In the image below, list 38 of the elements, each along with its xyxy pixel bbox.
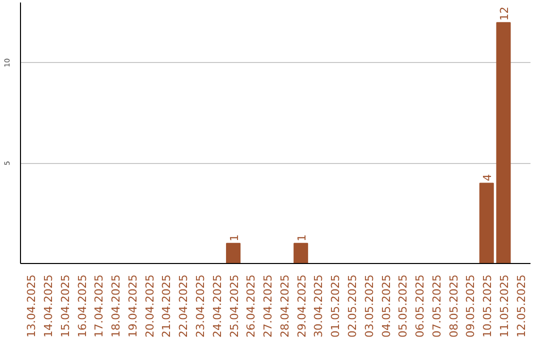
x-tick-label: 26.04.2025: [244, 274, 258, 338]
x-tick-label: 11.05.2025: [498, 274, 511, 338]
x-tick-label: 02.05.2025: [346, 274, 359, 338]
x-tick-label: 22.04.2025: [177, 274, 190, 338]
x-tick-label: 23.04.2025: [194, 274, 208, 338]
x-tick-label: 29.04.2025: [295, 274, 308, 338]
x-tick-label: 03.05.2025: [362, 274, 376, 338]
x-tick-label: 09.05.2025: [464, 274, 478, 338]
x-tick-label: 19.04.2025: [126, 274, 140, 338]
x-tick-label: 13.04.2025: [25, 274, 38, 338]
x-tick-label: 16.04.2025: [76, 274, 89, 338]
x-tick-label: 01.05.2025: [329, 274, 342, 338]
x-tick-label: 06.05.2025: [414, 274, 427, 338]
x-tick-label: 25.04.2025: [228, 274, 241, 338]
x-tick-label: 14.04.2025: [42, 274, 56, 338]
x-tick-label: 28.04.2025: [278, 274, 292, 338]
x-tick-label: 07.05.2025: [430, 274, 444, 338]
x-tick-label: 24.04.2025: [210, 274, 224, 338]
data-label: 1: [295, 234, 308, 242]
bar: [496, 22, 511, 264]
bar: [226, 242, 241, 264]
x-tick-label: 20.04.2025: [143, 274, 156, 338]
x-tick-label: 04.05.2025: [380, 274, 393, 338]
data-label: 4: [481, 174, 494, 182]
x-tick-label: 27.04.2025: [262, 274, 275, 338]
x-tick-label: 30.04.2025: [312, 274, 326, 338]
data-label: 12: [498, 6, 511, 21]
x-tick-label: 10.05.2025: [481, 274, 494, 338]
x-tick-label: 21.04.2025: [160, 274, 174, 338]
x-tick-label: 17.04.2025: [92, 274, 106, 338]
x-tick-label: 18.04.2025: [110, 274, 123, 338]
x-tick-label: 05.05.2025: [396, 274, 410, 338]
bar: [294, 242, 308, 264]
x-tick-label: 12.05.2025: [514, 274, 528, 338]
data-label: 1: [228, 234, 241, 242]
x-tick-label: 15.04.2025: [58, 274, 72, 338]
bar: [479, 182, 494, 264]
x-tick-label: 08.05.2025: [447, 274, 460, 338]
